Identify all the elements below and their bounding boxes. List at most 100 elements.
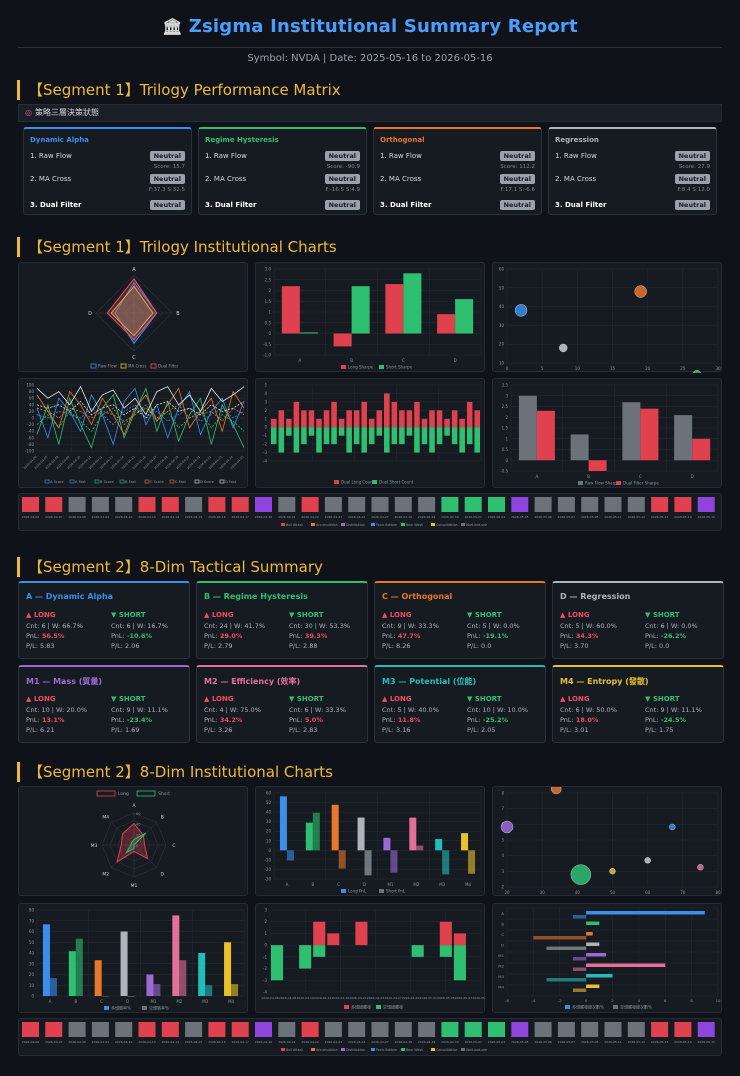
y-tick-label: 4 <box>501 853 504 858</box>
long-column: ▲ LONG Cnt: 5 | W: 40.0% PnL: 11.8% P/L:… <box>382 695 458 735</box>
bar <box>376 410 383 428</box>
dimension-card: C — Orthogonal ▲ LONG Cnt: 9 | W: 33.3% … <box>374 581 546 659</box>
legend-swatch <box>311 523 315 526</box>
legend-label: Short <box>158 791 170 797</box>
regime-cell <box>185 1022 203 1037</box>
radar-tick-label: 40 <box>136 823 140 827</box>
short-pnl: PnL: 5.0% <box>289 716 323 724</box>
bar <box>442 850 450 875</box>
x-tick-label: 2026-04-08 <box>68 1040 86 1044</box>
x-tick-label: 2026-04-21 <box>278 515 296 519</box>
y-tick-label: M1 <box>498 953 504 958</box>
bar <box>231 984 239 996</box>
x-tick-label: 2026-04-30 <box>441 515 459 519</box>
bar <box>94 960 102 996</box>
bar <box>586 953 606 957</box>
regime-cell <box>208 497 226 512</box>
legend-label: Panic Bottom <box>376 1048 397 1052</box>
radar-axis-label: C <box>172 843 175 849</box>
long-pnl: PnL: 11.8% <box>382 716 421 724</box>
y-tick-label: 0 <box>31 994 34 999</box>
y-tick-label: 100 <box>26 383 34 388</box>
legend-label: Panic Bottom <box>376 523 397 527</box>
legend-swatch <box>341 889 346 893</box>
dimension-card: D — Regression ▲ LONG Cnt: 5 | W: 60.0% … <box>552 581 724 659</box>
y-tick-label: 10 <box>29 983 35 988</box>
bar <box>399 410 405 428</box>
short-pl: P/L: 0.0 <box>645 642 670 650</box>
legend-label: Bear Wash <box>406 523 423 527</box>
row-label: 1. Raw Flow <box>205 152 247 160</box>
bar <box>313 945 326 957</box>
regime-cell <box>557 1022 575 1037</box>
radar-spoke <box>111 844 135 868</box>
legend-swatch <box>565 1005 570 1009</box>
x-tick-label: 2026-05-14 <box>674 515 692 519</box>
regime-cell <box>138 1022 156 1037</box>
x-tick-label: C <box>402 358 405 363</box>
bar <box>640 408 659 461</box>
raw-flow-row: 1. Raw Flow Neutral <box>30 151 185 161</box>
y-tick-label: 10 <box>499 361 505 366</box>
bar <box>411 945 424 957</box>
y-tick-label: M2 <box>498 964 504 969</box>
y-tick-label: 30 <box>266 819 272 824</box>
legend-label: Distribution <box>346 1048 365 1052</box>
scatter-point <box>500 820 514 834</box>
regime-cell <box>348 1022 366 1037</box>
row-label: 3. Dual Filter <box>380 201 432 209</box>
legend-label: 空頭總觸發 <box>383 1004 403 1010</box>
bar <box>301 410 307 428</box>
bar <box>439 921 452 946</box>
long-pnl: PnL: 34.3% <box>560 632 599 640</box>
y-tick-label: 2 <box>501 885 504 890</box>
long-pl: P/L: 3.70 <box>560 642 589 650</box>
y-tick-label: M4 <box>498 985 504 990</box>
ma-cross-row: 2. MA Cross Neutral <box>555 174 710 184</box>
bar <box>572 915 587 919</box>
long-label: ▲ LONG <box>204 611 234 619</box>
x-tick-label: M2 <box>413 882 419 887</box>
legend-swatch <box>219 479 225 484</box>
dual-count-chart-panel: 5 4 3 2 1 0 -1 -2 -3 -4 Dual Long Count Dual Short … <box>255 378 485 488</box>
x-tick-label: 2026-05-12 <box>628 1040 646 1044</box>
bar <box>312 812 320 851</box>
y-tick-label: -20 <box>264 867 271 872</box>
x-tick-label: 20 <box>504 890 510 895</box>
bar <box>536 410 555 461</box>
x-tick-label: 2026-04-14 <box>162 515 180 519</box>
bar <box>546 946 587 950</box>
bar <box>622 402 641 461</box>
short-pnl: PnL: 39.3% <box>289 632 328 640</box>
bar <box>179 960 187 996</box>
legend-swatch <box>341 1048 345 1051</box>
x-tick-label: B <box>350 358 353 363</box>
legend-swatch <box>341 365 346 369</box>
bar <box>286 427 292 436</box>
bank-icon: 🏛 <box>162 17 183 36</box>
legend-swatch <box>311 1048 315 1051</box>
bar <box>146 974 154 996</box>
x-tick-label: 2026-04-23 <box>325 515 343 519</box>
x-tick-label: M2 <box>176 999 182 1004</box>
bar <box>271 427 277 445</box>
bar <box>301 427 307 445</box>
regime-cell <box>394 497 412 512</box>
regime-cell <box>441 497 459 512</box>
bar <box>439 945 452 957</box>
scatter-point <box>551 787 562 795</box>
short-pl: P/L: 2.05 <box>467 726 496 734</box>
bar <box>421 418 428 428</box>
bar <box>570 434 589 461</box>
ma-cross-row: 2. MA Cross Neutral <box>380 174 535 184</box>
radar-axis-label: M3 <box>91 843 98 849</box>
legend-swatch <box>334 480 339 484</box>
x-tick-label: 2026-04-10 <box>296 996 314 1000</box>
x-tick-label: 2026-04-21 <box>278 1040 296 1044</box>
bar <box>416 845 424 851</box>
long-count: Cnt: 6 | W: 50.0% <box>560 706 617 714</box>
row-label: 3. Dual Filter <box>555 201 607 209</box>
bar <box>153 984 161 996</box>
bar <box>406 410 413 428</box>
legend-swatch <box>104 1006 109 1010</box>
